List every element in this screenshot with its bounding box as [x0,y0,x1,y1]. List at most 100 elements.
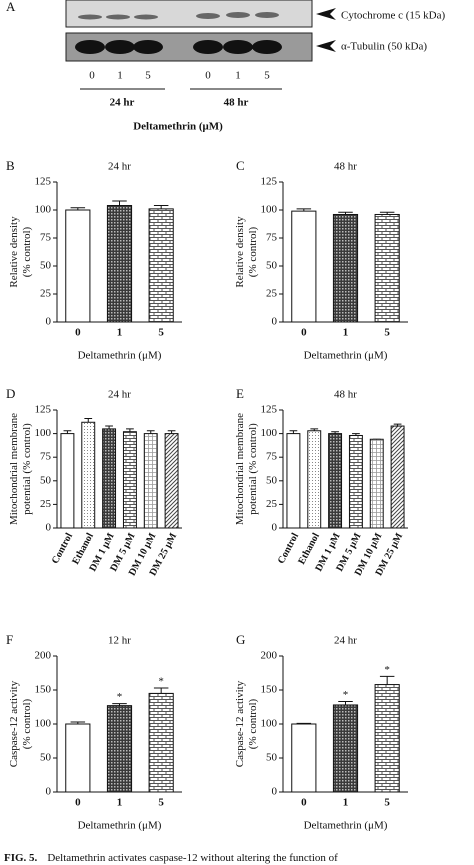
lane-label: 1 [117,70,123,82]
y-tick-label: 125 [35,404,52,416]
y-tick-label: 75 [40,232,52,244]
y-tick-label: 125 [261,176,278,188]
chart-title: 12 hr [108,635,131,647]
y-axis-label: Relative density [234,216,246,288]
lane-label: 5 [264,70,270,82]
y-tick-label: 200 [261,650,278,662]
x-tick-label: 5 [384,797,390,809]
y-axis-label: potential (% control) [247,423,259,515]
x-tick-label: 1 [343,327,349,339]
bar [291,723,317,793]
y-axis-label: Mitochondrial membrane [8,413,20,525]
bar [143,433,158,529]
y-tick-label: 25 [266,288,278,300]
bar [148,208,174,323]
y-tick-label: 25 [40,288,52,300]
x-axis-label: Deltamethrin (μM) [78,350,162,362]
y-axis-label: potential (% control) [21,423,33,515]
panel-label: E [236,386,244,401]
y-tick-label: 0 [272,786,278,798]
bar [81,421,96,529]
panel-label: B [6,158,15,173]
error-bar [379,675,395,685]
x-tick-label: 1 [117,327,123,339]
bar [328,433,343,529]
significance-mark: * [117,691,123,703]
y-axis-label: Mitochondrial membrane [234,413,246,525]
bar [332,704,359,793]
x-tick-label: 1 [117,797,123,809]
panel-label: F [6,632,13,647]
lane-label: 5 [145,70,151,82]
y-tick-label: 0 [46,522,52,534]
bar [374,684,400,793]
y-tick-label: 50 [266,474,278,486]
x-tick-label: 5 [384,327,390,339]
x-tick-label: 0 [301,327,307,339]
y-tick-label: 0 [272,522,278,534]
y-tick-label: 50 [266,752,278,764]
y-tick-label: 150 [261,684,278,696]
bar [65,723,91,793]
bar [374,213,400,323]
axis-line [282,410,408,529]
caption-text: Deltamethrin activates caspase-12 withou… [47,852,338,864]
panel-label: A [6,0,16,14]
chart-title: 24 hr [334,635,357,647]
lane-label: 0 [89,70,95,82]
bar [106,205,133,323]
bar [348,434,363,529]
x-tick-label: 5 [158,327,164,339]
y-tick-label: 100 [35,427,52,439]
bar [102,428,117,529]
significance-mark: * [343,689,349,701]
caption: FIG. 5. Deltamethrin activates caspase-12… [4,852,338,864]
x-tick-label: 0 [75,327,81,339]
y-tick-label: 150 [35,684,52,696]
group-label: 24 hr [110,97,135,109]
bar [390,425,405,529]
lane-label: 1 [235,70,241,82]
blot-bands [75,40,282,54]
y-tick-label: 100 [261,718,278,730]
y-axis-label: (% control) [21,698,33,749]
significance-mark: * [158,675,164,687]
y-tick-label: 75 [266,451,278,463]
bar [106,705,133,793]
band-label: α-Tubulin (50 kDa) [341,41,427,53]
arrow [316,8,336,52]
error-bar [153,205,169,209]
error-bar [84,417,93,423]
y-axis-label: (% control) [21,226,33,277]
y-axis-label: Caspase-12 activity [8,680,20,767]
panel-label: G [236,632,245,647]
x-tick-label: 5 [158,797,164,809]
panel-label: C [236,158,245,173]
significance-mark: * [384,664,390,676]
y-tick-label: 0 [272,316,278,328]
chart-title: 24 hr [108,389,131,401]
y-tick-label: 50 [40,260,52,272]
bar [60,433,75,529]
x-axis-label: Deltamethrin (μM) [133,121,223,133]
x-tick-label: 1 [343,797,349,809]
y-tick-label: 25 [40,498,52,510]
chart-title: 24 hr [108,161,131,173]
y-tick-label: 25 [266,498,278,510]
bar [369,438,384,529]
panel-label: D [6,386,15,401]
y-axis-label: Caspase-12 activity [234,680,246,767]
y-tick-label: 125 [35,176,52,188]
bar [164,433,179,529]
error-bar [153,687,169,694]
y-tick-label: 100 [35,204,52,216]
y-tick-label: 100 [35,718,52,730]
x-axis-label: Deltamethrin (μM) [304,820,388,832]
x-tick-label: 0 [301,797,307,809]
bar [122,431,137,529]
y-tick-label: 0 [46,316,52,328]
y-tick-label: 75 [40,451,52,463]
y-tick-label: 100 [261,204,278,216]
y-tick-label: 0 [46,786,52,798]
